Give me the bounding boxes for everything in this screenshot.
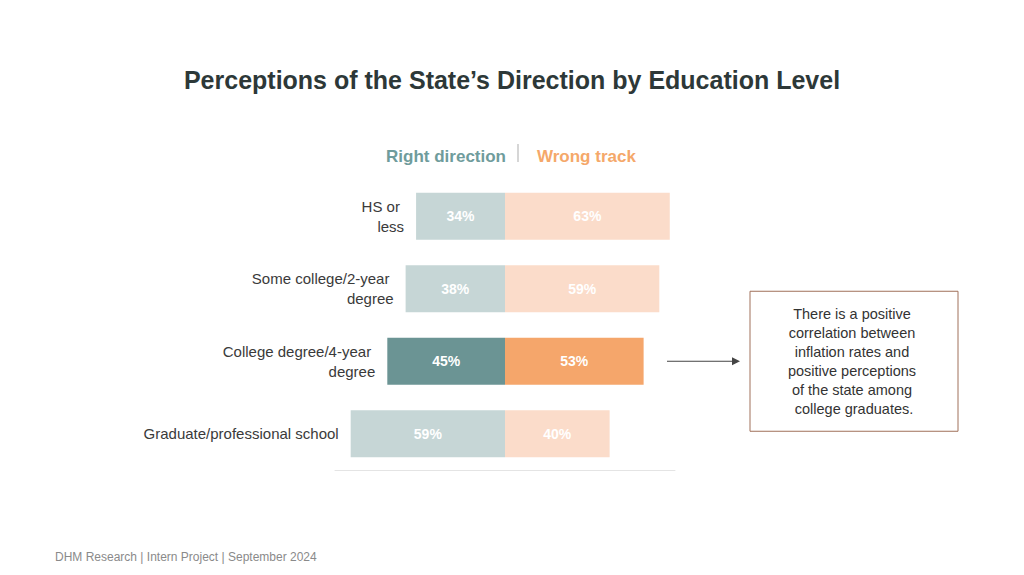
svg-text:There is a positive: There is a positive <box>793 306 915 322</box>
svg-text:Some college/2-year: Some college/2-year <box>252 270 394 287</box>
svg-text:38%: 38% <box>441 281 470 297</box>
svg-text:of the state among: of the state among <box>792 382 916 398</box>
svg-text:53%: 53% <box>560 353 589 369</box>
svg-text:positive perceptions: positive perceptions <box>788 363 920 379</box>
svg-text:34%: 34% <box>447 208 476 224</box>
svg-text:degree: degree <box>347 290 394 307</box>
svg-text:HS or: HS or <box>362 198 405 215</box>
svg-text:40%: 40% <box>543 426 572 442</box>
svg-text:63%: 63% <box>573 208 602 224</box>
svg-text:Right direction: Right direction <box>386 147 506 166</box>
svg-text:degree: degree <box>329 363 376 380</box>
svg-text:less: less <box>377 218 404 235</box>
svg-text:59%: 59% <box>414 426 443 442</box>
svg-text:Graduate/professional school: Graduate/professional school <box>144 425 339 442</box>
svg-text:DHM Research | Intern Project: DHM Research | Intern Project | Septembe… <box>55 550 317 564</box>
svg-text:College degree/4-year: College degree/4-year <box>223 343 376 360</box>
svg-text:college graduates.: college graduates. <box>795 401 914 417</box>
svg-text:59%: 59% <box>568 281 597 297</box>
svg-text:45%: 45% <box>432 353 461 369</box>
svg-text:inflation rates and: inflation rates and <box>795 344 914 360</box>
svg-text:Wrong track: Wrong track <box>537 147 636 166</box>
svg-text:correlation between: correlation between <box>789 325 920 341</box>
svg-text:Perceptions of the State’s Dir: Perceptions of the State’s Direction by … <box>184 66 840 94</box>
